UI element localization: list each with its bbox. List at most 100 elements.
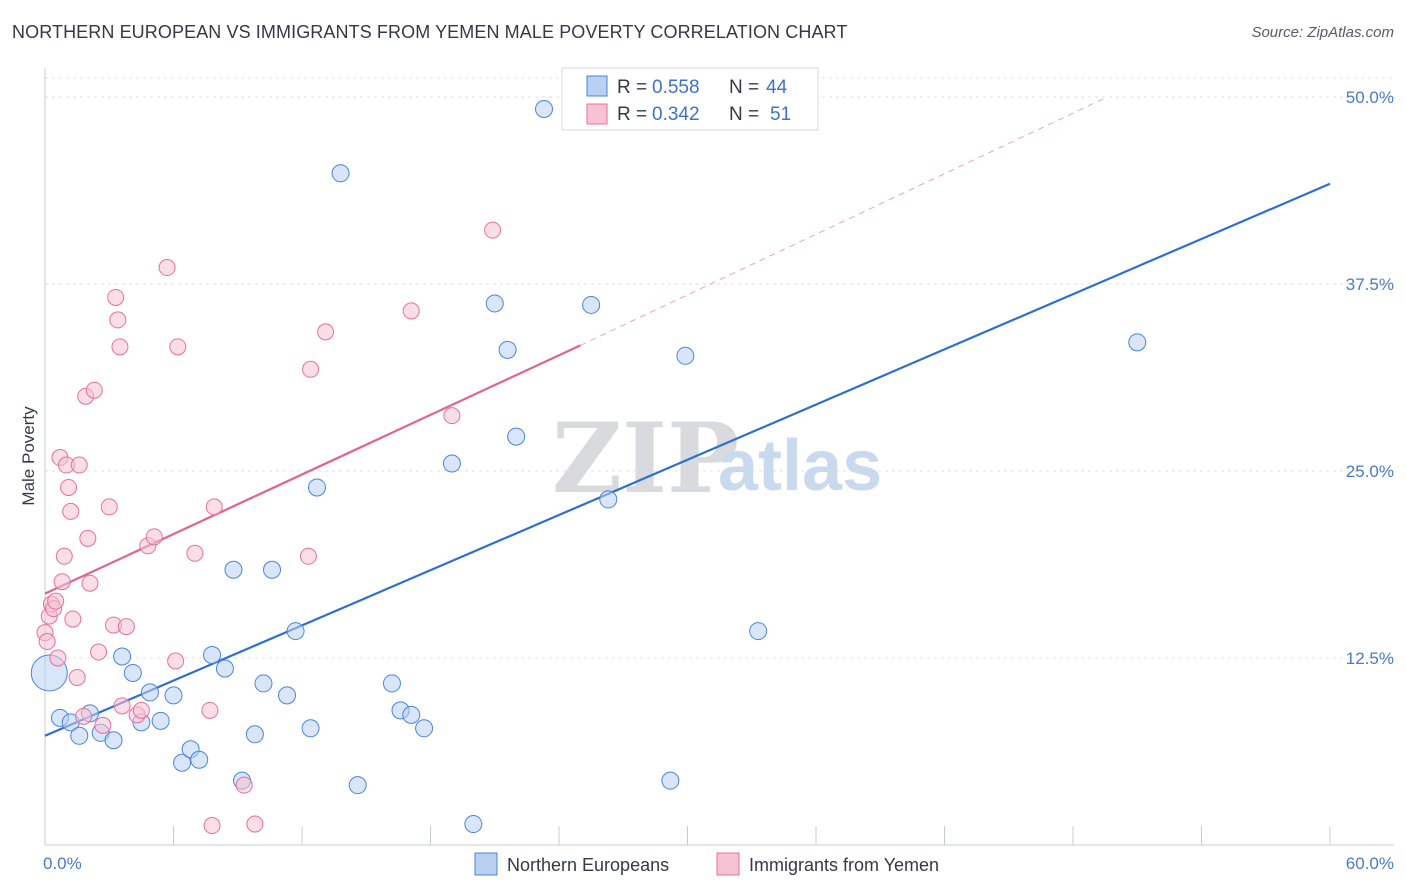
point-northern-37 [507,427,526,446]
point-northern-42 [676,346,695,365]
axes [44,68,1394,846]
point-yemen-15 [70,456,88,474]
point-yemen-39 [203,817,221,835]
source-label: Source: ZipAtlas.com [1251,24,1394,41]
point-northern-33 [442,454,461,473]
point-yemen-42 [246,815,264,833]
trend-line-yemen [44,344,581,595]
point-northern-10 [140,683,159,702]
point-northern-15 [190,750,209,769]
point-yemen-28 [113,697,131,715]
point-northern-17 [215,659,234,678]
point-yemen-13 [64,610,82,628]
trend-line-yemen-extension [580,96,1108,346]
point-yemen-27 [111,338,129,356]
stats-legend: R = 0.558 N = 44 R = 0.342 N = 51 [561,67,819,131]
y-tick-label-3: 50.0% [1346,88,1394,107]
point-northern-8 [123,663,142,682]
point-northern-35 [485,294,504,313]
point-northern-40 [599,490,618,509]
series-legend: Northern Europeans Immigrants from Yemen [474,852,939,876]
point-northern-26 [307,478,326,497]
point-northern-11 [151,711,170,730]
stats-n-value-northern: 44 [766,77,788,98]
point-yemen-38 [201,701,219,719]
point-yemen-19 [81,574,99,592]
point-yemen-41 [235,776,253,794]
watermark-atlas: atlas [718,426,882,506]
point-yemen-44 [302,360,320,378]
point-yemen-45 [317,323,335,341]
trend-line-northern [44,182,1331,737]
northern-europeans-points [30,99,1147,834]
legend-swatch-northern [474,852,498,876]
point-northern-41 [661,771,680,790]
point-northern-18 [224,560,243,579]
point-northern-12 [164,686,183,705]
point-yemen-9 [55,547,73,565]
point-yemen-47 [443,407,461,425]
point-yemen-14 [68,668,86,686]
point-northern-25 [301,719,320,738]
point-northern-39 [582,295,601,314]
stats-n-label-yemen: N = [729,104,759,125]
point-yemen-16 [75,707,93,725]
point-yemen-11 [60,478,78,496]
point-northern-43 [749,622,768,641]
point-northern-28 [348,776,367,795]
y-tick-labels: 12.5% 25.0% 37.5% 50.0% [1346,88,1394,668]
point-northern-29 [382,674,401,693]
trend-lines [44,96,1331,737]
point-northern-16 [203,646,222,665]
legend-label-yemen: Immigrants from Yemen [749,855,939,875]
point-yemen-36 [169,338,187,356]
point-yemen-34 [158,259,176,277]
point-northern-22 [263,560,282,579]
chart-title: NORTHERN EUROPEAN VS IMMIGRANTS FROM YEM… [12,22,848,42]
point-yemen-20 [85,381,103,399]
point-northern-32 [415,719,434,738]
point-yemen-40 [205,498,223,516]
stats-r-label-northern: R = [617,77,647,98]
y-tick-label-2: 37.5% [1346,275,1394,294]
x-tick-label-1: 60.0% [1346,854,1394,873]
point-northern-13 [173,753,192,772]
stats-n-value-yemen: 51 [770,104,791,125]
watermark-zip: ZIP [552,402,739,515]
point-yemen-26 [109,311,127,329]
point-northern-7 [113,647,132,666]
point-yemen-22 [94,716,112,734]
point-yemen-46 [402,302,420,320]
point-yemen-31 [132,701,150,719]
point-northern-38 [535,99,554,118]
stats-r-value-northern: 0.558 [652,77,700,98]
stats-legend-swatch-northern [586,75,608,97]
point-yemen-5 [47,592,65,610]
stats-n-label-northern: N = [729,77,759,98]
y-tick-label-1: 25.0% [1346,462,1394,481]
point-northern-6 [104,731,123,750]
point-northern-24 [286,622,305,641]
point-yemen-29 [117,618,135,636]
point-yemen-18 [79,529,97,547]
point-northern-20 [245,725,264,744]
point-yemen-6 [49,649,67,667]
point-yemen-37 [186,544,204,562]
stats-legend-swatch-yemen [586,103,608,125]
legend-label-northern: Northern Europeans [507,855,669,875]
point-yemen-25 [107,288,125,306]
x-tick-label-0: 0.0% [43,854,82,873]
point-yemen-48 [484,221,502,239]
grid-lines [45,77,1394,659]
point-yemen-43 [299,547,317,565]
point-northern-21 [254,674,273,693]
point-northern-31 [402,705,421,724]
point-northern-27 [331,164,350,183]
point-northern-34 [464,815,483,834]
point-yemen-1 [38,633,56,651]
watermark: ZIP atlas [552,402,882,515]
point-yemen-33 [145,528,163,546]
point-northern-36 [498,340,517,359]
point-northern-3 [70,726,89,745]
